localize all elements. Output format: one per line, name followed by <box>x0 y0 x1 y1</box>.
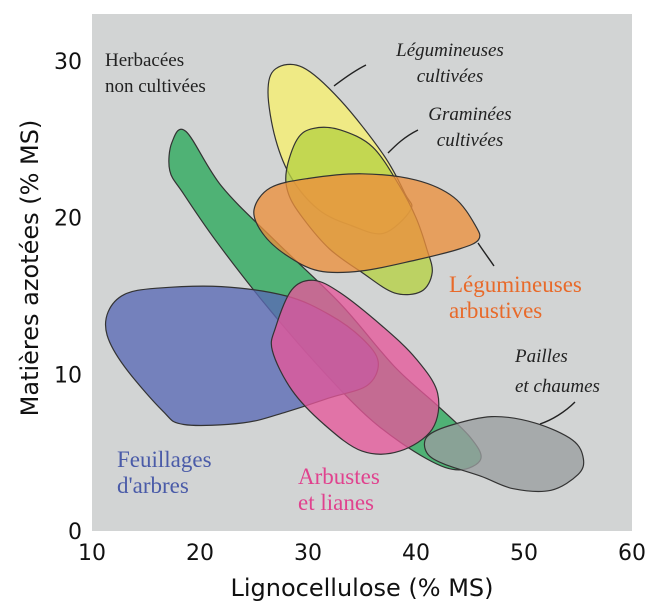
label-line: cultivées <box>437 130 503 151</box>
label-line: d'arbres <box>117 473 189 498</box>
region-legumineuses-arbustives <box>253 173 481 274</box>
y-axis-title: Matières azotées (% MS) <box>16 120 44 417</box>
label-legumineuses-arbustives: Légumineuses arbustives <box>449 272 582 323</box>
label-pailles-et-chaumes: Pailles et chaumes <box>514 346 600 397</box>
x-axis-title: Lignocellulose (% MS) <box>230 574 493 602</box>
leader-legumineuses-cultivees <box>333 64 367 87</box>
y-tick-label: 0 <box>68 520 82 545</box>
region-shapes <box>104 63 585 493</box>
label-graminees-cultivees: Graminées cultivées <box>428 104 511 151</box>
region-pailles-et-chaumes <box>423 415 585 493</box>
label-arbustes-et-lianes: Arbustes et lianes <box>298 464 380 515</box>
x-tick-label: 10 <box>78 541 106 566</box>
label-feuillages-d-arbres: Feuillages d'arbres <box>117 447 212 498</box>
y-tick-label: 20 <box>54 207 82 232</box>
label-herbacees-non-cultivees: Herbacées non cultivées <box>105 50 206 97</box>
leader-lines <box>333 64 576 425</box>
label-line: Graminées <box>428 104 511 125</box>
leader-pailles-et-chaumes <box>539 401 576 425</box>
x-tick-label: 20 <box>186 541 214 566</box>
x-tick-label: 50 <box>510 541 538 566</box>
label-line: Feuillages <box>117 447 212 472</box>
x-tick-label: 30 <box>294 541 322 566</box>
label-line: et chaumes <box>515 376 600 397</box>
label-line: Pailles <box>514 346 568 367</box>
region-labels: Herbacées non cultivées Légumineuses cultiv… <box>105 40 600 515</box>
label-line: cultivées <box>417 66 483 87</box>
label-line: Herbacées <box>105 50 184 71</box>
region-arbustes-et-lianes <box>270 279 440 455</box>
label-line: non cultivées <box>105 76 206 97</box>
leader-legumineuses-arbustives <box>477 242 495 267</box>
label-line: Légumineuses <box>395 40 504 61</box>
x-tick-label: 40 <box>402 541 430 566</box>
label-legumineuses-cultivees: Légumineuses cultivées <box>395 40 504 87</box>
label-line: et lianes <box>298 490 374 515</box>
y-tick-label: 30 <box>54 50 82 75</box>
y-tick-label: 10 <box>54 363 82 388</box>
x-tick-label: 60 <box>618 541 646 566</box>
label-line: Légumineuses <box>449 272 582 297</box>
label-line: Arbustes <box>298 464 380 489</box>
label-line: arbustives <box>449 298 542 323</box>
leader-graminees-cultivees <box>387 129 419 154</box>
